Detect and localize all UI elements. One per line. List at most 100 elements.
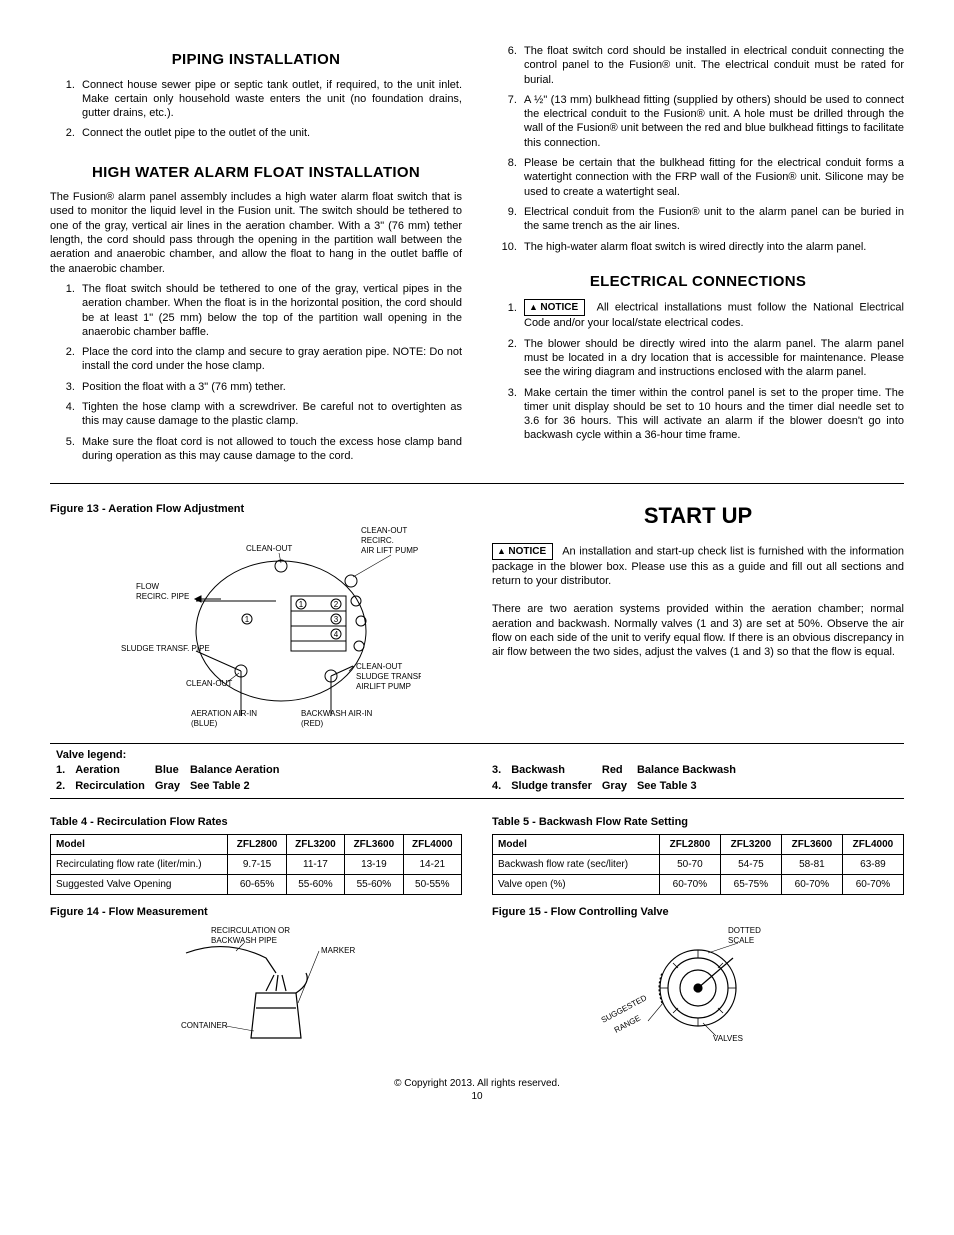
list-item: Please be certain that the bulkhead fitt… xyxy=(520,156,904,199)
vl-name: Aeration xyxy=(75,762,155,778)
fig15-diagram: DOTTED SCALE SUGGESTED RANGE VALVES xyxy=(588,923,808,1053)
t5-rowlabel: Backwash flow rate (sec/liter) xyxy=(493,854,660,874)
startup-title: START UP xyxy=(492,502,904,531)
t5-cell: 60-70% xyxy=(659,874,720,894)
vl-num: 4. xyxy=(492,778,511,794)
svg-text:CLEAN-OUT: CLEAN-OUT xyxy=(361,526,407,535)
t5-cell: 54-75 xyxy=(720,854,781,874)
svg-text:RECIRCULATION OR: RECIRCULATION OR xyxy=(211,926,290,935)
svg-text:CLEAN-OUT: CLEAN-OUT xyxy=(356,662,402,671)
svg-text:BACKWASH PIPE: BACKWASH PIPE xyxy=(211,936,277,945)
svg-text:CLEAN-OUT: CLEAN-OUT xyxy=(246,544,292,553)
notice-badge: NOTICE xyxy=(492,543,553,560)
t5-col: ZFL3200 xyxy=(720,834,781,854)
svg-text:SCALE: SCALE xyxy=(728,936,754,945)
table5-title: Table 5 - Backwash Flow Rate Setting xyxy=(492,815,904,829)
t5-col: ZFL4000 xyxy=(842,834,903,854)
valve-legend-right: 3.BackwashRedBalance Backwash 4.Sludge t… xyxy=(492,748,898,795)
startup-p2: There are two aeration systems provided … xyxy=(492,602,904,659)
startup-notice-text: An installation and start-up check list … xyxy=(492,545,904,587)
left-column: PIPING INSTALLATION Connect house sewer … xyxy=(50,40,462,469)
right-continued-list: The float switch cord should be installe… xyxy=(492,44,904,254)
piping-list: Connect house sewer pipe or septic tank … xyxy=(50,78,462,141)
svg-text:AIR LIFT PUMP: AIR LIFT PUMP xyxy=(361,546,418,555)
vl-num: 2. xyxy=(56,778,75,794)
t5-cell: 50-70 xyxy=(659,854,720,874)
elec-item: NOTICE All electrical installations must… xyxy=(520,299,904,330)
vl-color: Blue xyxy=(155,762,190,778)
t4-rowlabel: Suggested Valve Opening xyxy=(51,874,228,894)
fig14-title: Figure 14 - Flow Measurement xyxy=(50,905,462,919)
t5-cell: 58-81 xyxy=(781,854,842,874)
elec-list: NOTICE All electrical installations must… xyxy=(492,299,904,442)
svg-text:RECIRC.: RECIRC. xyxy=(361,536,394,545)
copyright: © Copyright 2013. All rights reserved. xyxy=(50,1077,904,1090)
svg-text:4: 4 xyxy=(334,630,339,639)
svg-text:MARKER: MARKER xyxy=(321,946,355,955)
fig15-title: Figure 15 - Flow Controlling Valve xyxy=(492,905,904,919)
table5: Model ZFL2800 ZFL3200 ZFL3600 ZFL4000 Ba… xyxy=(492,834,904,895)
t4-cell: 55-60% xyxy=(286,874,344,894)
vl-name: Sludge transfer xyxy=(511,778,602,794)
svg-text:(RED): (RED) xyxy=(301,719,324,728)
page-footer: © Copyright 2013. All rights reserved. 1… xyxy=(50,1077,904,1103)
startup-columns: Figure 13 - Aeration Flow Adjustment xyxy=(50,494,904,734)
section-divider xyxy=(50,483,904,484)
svg-text:CONTAINER: CONTAINER xyxy=(181,1021,228,1030)
svg-text:AERATION AIR-IN: AERATION AIR-IN xyxy=(191,709,257,718)
table4-col: Table 4 - Recirculation Flow Rates Model… xyxy=(50,807,462,1057)
hwaf-item: Make sure the float cord is not allowed … xyxy=(78,435,462,464)
t4-col: ZFL3200 xyxy=(286,834,344,854)
list-item: The high-water alarm float switch is wir… xyxy=(520,240,904,254)
t4-col: Model xyxy=(51,834,228,854)
vl-note: Balance Aeration xyxy=(190,762,289,778)
table4: Model ZFL2800 ZFL3200 ZFL3600 ZFL4000 Re… xyxy=(50,834,462,895)
svg-text:1: 1 xyxy=(299,600,304,609)
vl-num: 3. xyxy=(492,762,511,778)
vl-note: Balance Backwash xyxy=(637,762,746,778)
vl-note: See Table 3 xyxy=(637,778,746,794)
table4-title: Table 4 - Recirculation Flow Rates xyxy=(50,815,462,829)
list-item: Electrical conduit from the Fusion® unit… xyxy=(520,205,904,234)
vl-color: Red xyxy=(602,762,637,778)
notice-badge: NOTICE xyxy=(524,299,585,316)
fig13-diagram: 1 2 3 4 1 CLEAN-OUT CLEAN-OUT RECIRC. AI… xyxy=(91,521,421,731)
tables-row: Table 4 - Recirculation Flow Rates Model… xyxy=(50,807,904,1057)
svg-text:SLUDGE TRANSF. PIPE: SLUDGE TRANSF. PIPE xyxy=(121,644,210,653)
vl-note: See Table 2 xyxy=(190,778,289,794)
svg-text:AIRLIFT PUMP: AIRLIFT PUMP xyxy=(356,682,411,691)
t4-rowlabel: Recirculating flow rate (liter/min.) xyxy=(51,854,228,874)
t5-col: ZFL2800 xyxy=(659,834,720,854)
t4-cell: 50-55% xyxy=(403,874,461,894)
piping-item: Connect the outlet pipe to the outlet of… xyxy=(78,126,462,140)
elec-item: Make certain the timer within the contro… xyxy=(520,386,904,443)
hwaf-intro: The Fusion® alarm panel assembly include… xyxy=(50,190,462,276)
vl-color: Gray xyxy=(155,778,190,794)
svg-text:BACKWASH AIR-IN: BACKWASH AIR-IN xyxy=(301,709,372,718)
t4-cell: 55-60% xyxy=(345,874,403,894)
fig14-diagram: RECIRCULATION OR BACKWASH PIPE MARKER CO… xyxy=(126,923,386,1053)
startup-right: START UP NOTICE An installation and star… xyxy=(492,494,904,734)
t5-cell: 65-75% xyxy=(720,874,781,894)
svg-text:1: 1 xyxy=(245,615,250,624)
hwaf-title: HIGH WATER ALARM FLOAT INSTALLATION xyxy=(50,163,462,183)
valve-legend: Valve legend: 1.AerationBlueBalance Aera… xyxy=(50,743,904,800)
t4-col: ZFL4000 xyxy=(403,834,461,854)
svg-text:RECIRC. PIPE: RECIRC. PIPE xyxy=(136,592,189,601)
hwaf-list: The float switch should be tethered to o… xyxy=(50,282,462,463)
vl-name: Backwash xyxy=(511,762,602,778)
svg-text:2: 2 xyxy=(334,600,339,609)
t5-rowlabel: Valve open (%) xyxy=(493,874,660,894)
list-item: The float switch cord should be installe… xyxy=(520,44,904,87)
t5-cell: 63-89 xyxy=(842,854,903,874)
vl-name: Recirculation xyxy=(75,778,155,794)
svg-text:(BLUE): (BLUE) xyxy=(191,719,218,728)
t5-cell: 60-70% xyxy=(781,874,842,894)
t5-col: ZFL3600 xyxy=(781,834,842,854)
hwaf-item: Tighten the hose clamp with a screwdrive… xyxy=(78,400,462,429)
fig13-title: Figure 13 - Aeration Flow Adjustment xyxy=(50,502,462,516)
top-columns: PIPING INSTALLATION Connect house sewer … xyxy=(50,40,904,469)
table5-col: Table 5 - Backwash Flow Rate Setting Mod… xyxy=(492,807,904,1057)
t5-cell: 60-70% xyxy=(842,874,903,894)
t4-cell: 14-21 xyxy=(403,854,461,874)
